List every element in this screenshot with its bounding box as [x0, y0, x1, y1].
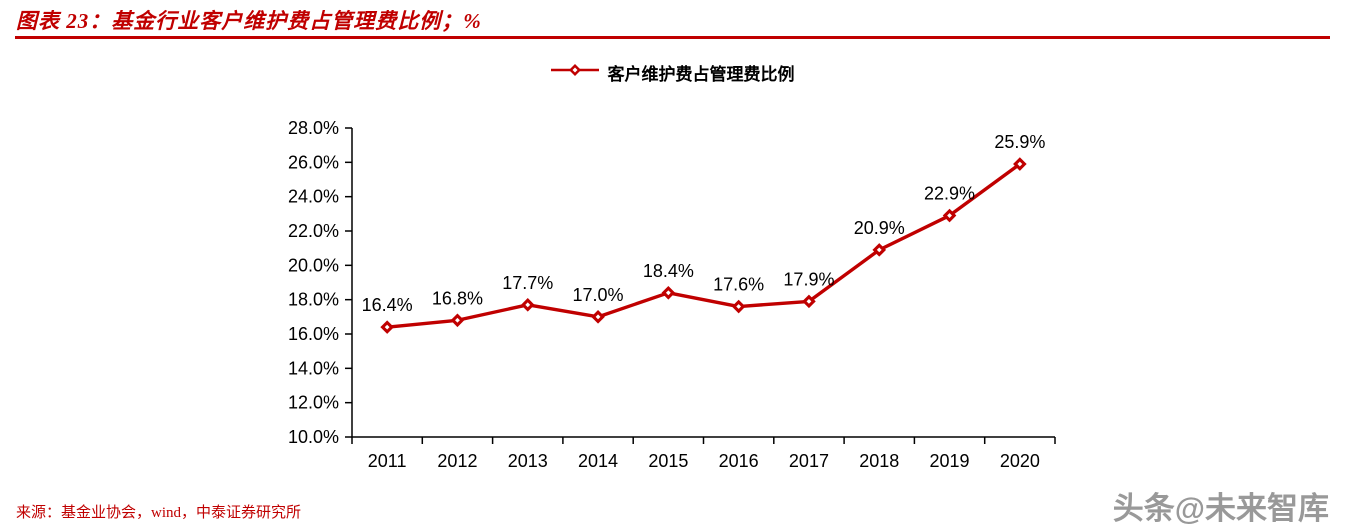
- svg-text:22.9%: 22.9%: [924, 184, 975, 204]
- svg-text:22.0%: 22.0%: [288, 221, 339, 241]
- svg-text:18.0%: 18.0%: [288, 290, 339, 310]
- svg-text:2020: 2020: [1000, 451, 1040, 471]
- svg-text:2019: 2019: [930, 451, 970, 471]
- svg-text:2013: 2013: [508, 451, 548, 471]
- svg-text:12.0%: 12.0%: [288, 393, 339, 413]
- svg-text:17.7%: 17.7%: [502, 273, 553, 293]
- source-text: 来源：基金业协会，wind，中泰证券研究所: [16, 505, 302, 521]
- svg-text:2012: 2012: [437, 451, 477, 471]
- svg-text:17.9%: 17.9%: [783, 269, 834, 289]
- svg-text:2015: 2015: [648, 451, 688, 471]
- svg-text:18.4%: 18.4%: [643, 261, 694, 281]
- title-underline: [15, 36, 1330, 39]
- svg-text:24.0%: 24.0%: [288, 187, 339, 207]
- svg-text:2011: 2011: [368, 451, 407, 471]
- watermark-text: 头条@未来智库: [1112, 491, 1329, 526]
- page-title: 图表 23：基金行业客户维护费占管理费比例；%: [16, 9, 482, 33]
- svg-text:2014: 2014: [578, 451, 618, 471]
- svg-text:2017: 2017: [789, 451, 829, 471]
- svg-text:20.0%: 20.0%: [288, 255, 339, 275]
- svg-text:17.0%: 17.0%: [573, 285, 624, 305]
- legend-line-diamond-icon: [550, 63, 599, 82]
- svg-text:16.8%: 16.8%: [432, 288, 483, 308]
- svg-text:26.0%: 26.0%: [288, 152, 339, 172]
- svg-text:10.0%: 10.0%: [288, 427, 339, 447]
- svg-text:16.4%: 16.4%: [362, 295, 413, 315]
- legend-label: 客户维护费占管理费比例: [607, 65, 795, 84]
- svg-text:14.0%: 14.0%: [288, 358, 339, 378]
- svg-text:17.6%: 17.6%: [713, 275, 764, 295]
- svg-text:20.9%: 20.9%: [854, 218, 905, 238]
- svg-text:2018: 2018: [859, 451, 899, 471]
- svg-text:28.0%: 28.0%: [288, 118, 339, 138]
- svg-text:16.0%: 16.0%: [288, 324, 339, 344]
- svg-text:25.9%: 25.9%: [994, 132, 1045, 152]
- svg-text:2016: 2016: [719, 451, 759, 471]
- chart-legend: 客户维护费占管理费比例: [0, 60, 1345, 85]
